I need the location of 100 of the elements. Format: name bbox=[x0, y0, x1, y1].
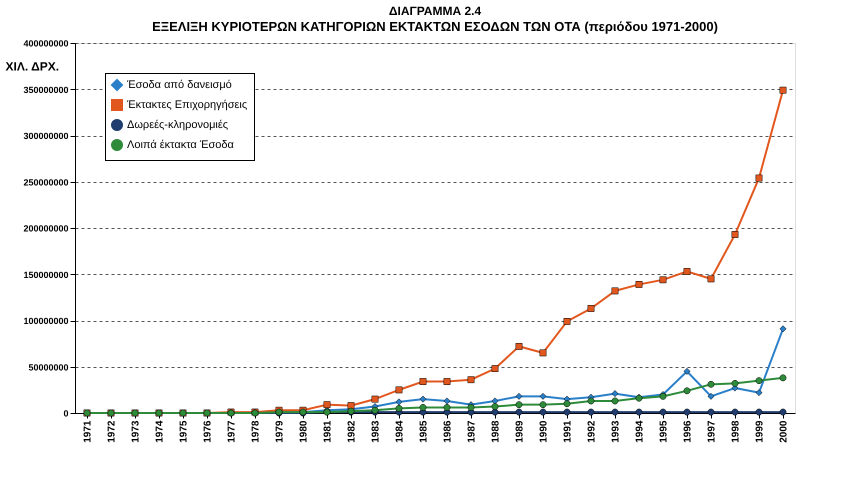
y-tick-label: 250000000 bbox=[23, 177, 68, 188]
point bbox=[660, 276, 666, 284]
point bbox=[684, 268, 690, 275]
point bbox=[444, 398, 450, 404]
y-tick-label: 100000000 bbox=[23, 316, 68, 326]
point bbox=[780, 325, 786, 332]
x-tick-label: 1998 bbox=[730, 420, 742, 443]
point bbox=[540, 349, 546, 356]
point bbox=[732, 380, 738, 387]
point bbox=[636, 281, 642, 288]
point bbox=[612, 398, 618, 404]
point bbox=[492, 398, 498, 404]
y-tick-label: 200000000 bbox=[23, 224, 68, 234]
x-tick-label: 1995 bbox=[658, 420, 670, 443]
point bbox=[708, 380, 714, 388]
x-tick-label: 1971 bbox=[82, 420, 94, 443]
point bbox=[684, 387, 690, 394]
point bbox=[396, 404, 402, 412]
point bbox=[540, 408, 546, 416]
point bbox=[420, 378, 426, 385]
point bbox=[492, 365, 498, 372]
x-tick-label: 1987 bbox=[466, 420, 478, 443]
y-tick-label: 50000000 bbox=[28, 362, 68, 372]
point bbox=[708, 408, 714, 416]
x-tick-label: 1989 bbox=[514, 420, 526, 443]
x-tick-label: 1986 bbox=[442, 420, 454, 443]
x-tick-label: 1981 bbox=[322, 420, 334, 443]
point bbox=[372, 396, 378, 403]
point bbox=[564, 400, 570, 408]
point bbox=[780, 86, 786, 94]
point bbox=[324, 401, 330, 408]
x-tick-label: 1983 bbox=[370, 420, 382, 443]
x-tick-label: 1982 bbox=[346, 420, 358, 443]
legend-label: Έσοδα από δανεισμό bbox=[126, 79, 232, 91]
y-tick-label: 0 bbox=[63, 408, 68, 418]
y-tick-label: 350000000 bbox=[23, 84, 68, 95]
point bbox=[516, 408, 522, 416]
point bbox=[732, 231, 738, 238]
point bbox=[348, 402, 354, 410]
y-tick-label: 150000000 bbox=[23, 270, 68, 280]
x-tick-label: 1994 bbox=[634, 420, 646, 443]
point bbox=[396, 386, 402, 394]
x-tick-label: 1976 bbox=[202, 420, 214, 443]
point bbox=[492, 403, 498, 410]
point bbox=[756, 174, 762, 182]
x-tick-label: 1978 bbox=[250, 420, 262, 443]
point bbox=[468, 404, 474, 411]
x-tick-label: 1999 bbox=[754, 420, 766, 443]
point bbox=[708, 392, 714, 400]
point bbox=[468, 376, 474, 384]
y-tick-label: 400000000 bbox=[23, 38, 68, 48]
point bbox=[708, 275, 714, 282]
point bbox=[780, 374, 786, 382]
point bbox=[564, 318, 570, 325]
x-tick-label: 1990 bbox=[538, 420, 550, 443]
point bbox=[396, 398, 402, 406]
point bbox=[588, 398, 594, 404]
x-tick-label: 1991 bbox=[562, 420, 574, 443]
point bbox=[420, 396, 426, 403]
point bbox=[684, 408, 690, 416]
point bbox=[564, 408, 570, 416]
legend-label: Έκτακτες Επιχορηγήσεις bbox=[126, 99, 248, 111]
x-tick-label: 1993 bbox=[610, 420, 622, 443]
point bbox=[756, 408, 762, 416]
point bbox=[588, 305, 594, 312]
x-tick-label: 1972 bbox=[106, 420, 118, 443]
point bbox=[636, 408, 642, 416]
point bbox=[612, 408, 618, 416]
point bbox=[516, 392, 522, 400]
x-tick-label: 1992 bbox=[586, 420, 598, 443]
x-tick-label: 1979 bbox=[274, 420, 286, 443]
y-axis-title: ΧΙΛ. ΔΡΧ. bbox=[6, 60, 60, 74]
x-tick-label: 1985 bbox=[418, 420, 430, 443]
point bbox=[444, 378, 450, 385]
x-tick-label: 1984 bbox=[394, 420, 406, 443]
point bbox=[516, 342, 522, 350]
x-tick-label: 1997 bbox=[706, 420, 718, 443]
point bbox=[780, 408, 786, 416]
point bbox=[660, 408, 666, 416]
point bbox=[540, 401, 546, 408]
x-tick-label: 2000 bbox=[778, 420, 790, 443]
x-tick-label: 1974 bbox=[154, 420, 166, 443]
legend-label: Δωρεές-κληρονομιές bbox=[127, 119, 228, 131]
x-tick-label: 1977 bbox=[226, 420, 238, 443]
point bbox=[684, 368, 690, 375]
x-tick-label: 1980 bbox=[298, 420, 310, 443]
point bbox=[756, 377, 762, 384]
point bbox=[612, 287, 618, 294]
x-tick-label: 1988 bbox=[490, 420, 502, 443]
point bbox=[540, 392, 546, 400]
point bbox=[588, 408, 594, 416]
point bbox=[756, 389, 762, 396]
chart-subtitle: ΕΞΕΛΙΞΗ ΚΥΡΙΟΤΕΡΩΝ ΚΑΤΗΓΟΡΙΩΝ ΕΚΤΑΚΤΩΝ ΕΣΟΔΩΝ ΤΩΝ ΟΤΑ (περιόδου 1971-2000) bbox=[152, 19, 718, 34]
point bbox=[612, 390, 618, 397]
point bbox=[516, 401, 522, 408]
point bbox=[492, 408, 498, 416]
x-tick-label: 1996 bbox=[682, 420, 694, 443]
x-tick-label: 1975 bbox=[178, 420, 190, 443]
point bbox=[420, 404, 426, 411]
point bbox=[444, 404, 450, 411]
